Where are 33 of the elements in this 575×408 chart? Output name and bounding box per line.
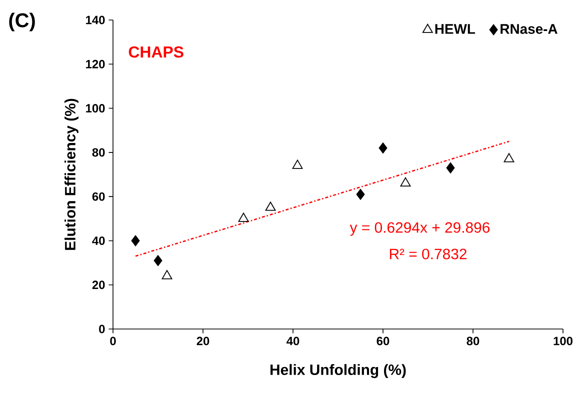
legend-label: HEWL — [435, 24, 476, 34]
y-tick-label: 140 — [86, 16, 105, 24]
annotation: y = 0.6294x + 29.896 — [350, 222, 490, 236]
point — [131, 235, 140, 246]
point — [446, 162, 455, 174]
y-tick-label: 0 — [99, 324, 105, 334]
point — [162, 270, 172, 280]
point — [292, 160, 303, 169]
x-axis-title: Helix Unfolding (%) — [270, 364, 406, 378]
y-tick-label: 100 — [86, 104, 105, 113]
point — [238, 212, 249, 222]
x-tick-label: 100 — [554, 336, 572, 346]
x-tick-label: 60 — [376, 336, 390, 346]
y-tick-label: 60 — [92, 192, 105, 201]
point — [400, 177, 411, 187]
y-tick-label: 120 — [86, 60, 105, 68]
point — [265, 202, 276, 211]
x-tick-label: 80 — [466, 336, 480, 346]
y-tick-label: 20 — [92, 280, 105, 290]
x-tick-label: 0 — [110, 336, 116, 346]
x-tick-label: 40 — [286, 336, 300, 346]
annotation: CHAPS — [128, 46, 184, 58]
y-tick-label: 80 — [92, 148, 105, 157]
point — [356, 188, 365, 200]
annotation: R² = 0.7832 — [390, 248, 466, 260]
point — [154, 254, 162, 266]
y-tick-label: 40 — [92, 236, 105, 245]
legend-label: RNase-A — [500, 24, 558, 34]
y-axis-title: Elution Efficiency (%) — [64, 98, 78, 250]
text: (C) — [9, 12, 35, 32]
point — [504, 153, 514, 162]
x-tick-label: 20 — [196, 336, 210, 346]
point — [378, 142, 388, 154]
